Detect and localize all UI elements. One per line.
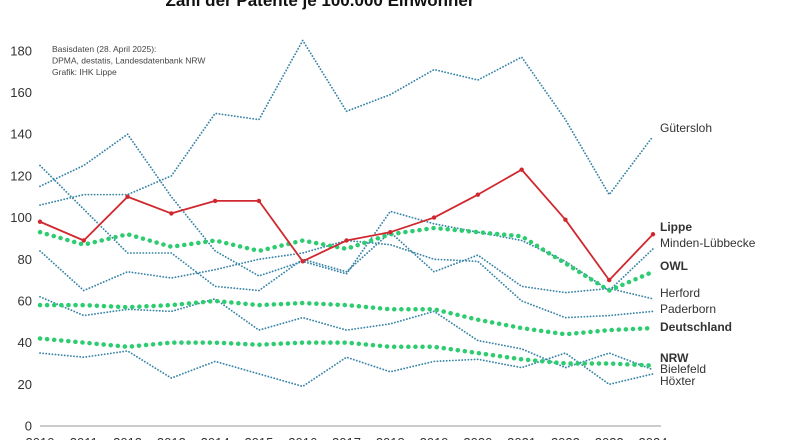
point-lippe <box>388 229 393 235</box>
y-tick-label: 100 <box>10 210 32 225</box>
point-lippe <box>212 198 218 204</box>
x-tick-label: 2024 <box>639 435 668 440</box>
series-label-lippe: Lippe <box>660 220 692 234</box>
point-lippe <box>300 259 305 264</box>
x-tick-label: 2020 <box>463 435 492 440</box>
x-tick-label: 2011 <box>70 435 98 440</box>
series-label-bielefeld: Bielefeld <box>660 362 706 376</box>
point-lippe <box>563 217 568 222</box>
point-lippe <box>125 194 130 199</box>
series-labels: Gütersloh Lippe Minden-Lübbecke OWL Herford P… <box>660 121 756 388</box>
y-tick-label: 160 <box>10 85 32 100</box>
x-tick-label: 2023 <box>595 435 624 440</box>
point-lippe <box>37 219 43 224</box>
x-tick-label: 2016 <box>288 435 317 440</box>
series-line-lippe <box>39 168 654 282</box>
series-line-guetersloh <box>39 133 654 292</box>
series-label-guetersloh: Gütersloh <box>660 121 712 135</box>
point-lippe <box>431 215 437 220</box>
point-lippe <box>344 238 349 243</box>
source-note-line: Basisdaten (28. April 2025): <box>52 44 156 54</box>
x-tick-label: 2021 <box>507 435 536 440</box>
x-tick-label: 2012 <box>113 435 142 440</box>
series-label-hoexter: Höxter <box>660 374 695 388</box>
series-line-deutschland <box>37 298 656 337</box>
point-lippe <box>519 167 524 172</box>
point-lippe <box>81 238 86 243</box>
series-line-hoexter <box>39 350 654 388</box>
series-label-paderborn: Paderborn <box>660 302 716 316</box>
chart-title: Zahl der Patente je 100.000 Einwohner <box>166 0 475 10</box>
y-tick-label: 40 <box>18 335 32 350</box>
point-lippe <box>607 277 612 283</box>
source-note-line: Grafik: IHK Lippe <box>52 67 117 77</box>
point-lippe <box>256 198 262 204</box>
x-tick-label: 2022 <box>551 435 580 440</box>
source-note-line: DPMA, destatis, Landesdatenbank NRW <box>52 56 205 66</box>
y-tick-label: 60 <box>18 293 32 308</box>
x-tick-label: 2017 <box>332 435 361 440</box>
axes: 0 20 40 60 80 100 120 140 160 180 2010 2011 2012 2013… <box>10 43 667 440</box>
series-line-nrw <box>37 336 656 368</box>
x-tick-label: 2015 <box>244 435 273 440</box>
x-tick-label: 2010 <box>26 435 55 440</box>
series-line-owl <box>37 225 656 293</box>
series-line-herford <box>39 164 654 300</box>
y-tick-label: 180 <box>10 43 32 58</box>
series-line-minden-luebbecke <box>39 39 654 206</box>
y-tick-label: 140 <box>10 127 32 142</box>
series-line-paderborn <box>39 239 654 319</box>
series-label-minden-luebbecke: Minden-Lübbecke <box>660 236 756 250</box>
x-tick-label: 2013 <box>157 435 186 440</box>
y-tick-label: 20 <box>18 377 32 392</box>
source-note: Basisdaten (28. April 2025): DPMA, destat… <box>52 44 205 77</box>
series-label-deutschland: Deutschland <box>660 320 732 334</box>
series-label-owl: OWL <box>660 259 688 273</box>
series-label-nrw: NRW <box>660 351 689 365</box>
x-tick-label: 2019 <box>420 435 449 440</box>
point-lippe <box>475 192 481 197</box>
x-tick-label: 2018 <box>376 435 405 440</box>
y-tick-label: 0 <box>25 419 32 434</box>
series-label-herford: Herford <box>660 286 700 300</box>
series-group <box>37 39 656 388</box>
y-tick-label: 120 <box>10 168 32 183</box>
point-lippe <box>169 211 174 216</box>
y-tick-label: 80 <box>18 252 32 267</box>
point-lippe <box>650 232 656 237</box>
